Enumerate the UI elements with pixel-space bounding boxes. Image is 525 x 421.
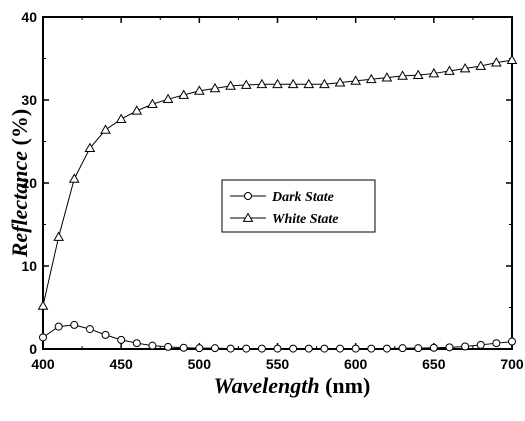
white-state-point <box>365 73 377 84</box>
x-tick-label: 700 <box>500 356 524 372</box>
dark-state-point <box>132 339 141 348</box>
y-tick-label: 20 <box>21 175 37 191</box>
dark-state-point <box>117 335 126 344</box>
white-state-point <box>68 173 80 183</box>
y-axis-title-main: Reflectance <box>7 151 32 259</box>
dark-state-point <box>273 344 282 353</box>
white-state-point <box>37 300 49 310</box>
dark-state-point <box>242 344 251 353</box>
white-state-point <box>506 54 518 65</box>
white-state-point <box>412 69 424 79</box>
white-state-point <box>287 78 299 89</box>
dark-state-point <box>179 343 188 352</box>
dark-state-point <box>304 344 313 353</box>
dark-state-point <box>101 330 110 339</box>
dark-state-series <box>39 320 516 353</box>
dark-state-point <box>367 344 376 353</box>
x-tick-label: 550 <box>266 356 290 372</box>
y-tick-label: 30 <box>21 92 37 108</box>
white-state-point <box>350 75 362 85</box>
x-axis-title-main: Wavelength <box>214 373 320 398</box>
dark-state-point <box>508 337 516 346</box>
white-state-point <box>475 60 487 70</box>
x-tick-label: 650 <box>422 356 446 372</box>
white-state-point <box>428 67 440 78</box>
dark-state-point <box>85 325 94 334</box>
dark-state-point <box>148 341 157 350</box>
dark-state-point <box>164 342 173 351</box>
white-state-point <box>193 85 205 95</box>
x-tick-label: 450 <box>109 356 133 372</box>
y-axis-title-unit: (%) <box>7 109 32 151</box>
white-state-point <box>256 78 268 89</box>
white-state-point <box>115 113 127 123</box>
x-axis-title: Wavelength (nm) <box>214 373 371 398</box>
white-state-point <box>131 105 143 115</box>
dark-state-point <box>414 344 423 353</box>
x-tick-label: 600 <box>344 356 368 372</box>
dark-state-point <box>210 344 219 353</box>
white-state-point <box>272 78 283 89</box>
dark-state-point <box>492 339 501 348</box>
dark-state-point <box>320 344 329 353</box>
white-state-point <box>459 62 471 73</box>
white-state-point <box>209 82 221 93</box>
legend-marker-white-state <box>242 212 254 222</box>
dark-state-point <box>429 343 438 352</box>
white-state-point <box>225 80 236 90</box>
dark-state-point <box>289 344 298 353</box>
white-state-point <box>100 124 111 134</box>
white-state-point <box>84 142 96 153</box>
dark-state-point <box>445 343 454 352</box>
white-state-point <box>178 89 190 99</box>
dark-state-point <box>257 344 266 353</box>
series-group <box>37 54 518 353</box>
x-tick-label: 500 <box>188 356 212 372</box>
legend-marker-dark-state <box>244 192 252 200</box>
dark-state-point <box>398 344 407 353</box>
dark-state-point <box>336 344 345 353</box>
x-tick-label: 400 <box>31 356 55 372</box>
legend: Dark State White State <box>221 179 376 233</box>
white-state-point <box>303 78 315 89</box>
white-state-point <box>381 72 393 82</box>
white-state-point <box>397 70 408 80</box>
legend-box <box>221 179 376 233</box>
dark-state-point <box>54 322 63 331</box>
white-state-point <box>491 57 502 67</box>
dark-state-point <box>70 320 79 329</box>
dark-state-point <box>351 344 360 353</box>
dark-state-point <box>39 333 47 342</box>
y-tick-label: 0 <box>29 341 37 357</box>
legend-label-white-state: White State <box>272 212 339 227</box>
dark-state-point <box>382 344 391 353</box>
white-state-point <box>319 78 330 89</box>
white-state-point <box>162 93 174 104</box>
y-tick-label: 40 <box>21 9 37 25</box>
y-tick-label: 10 <box>21 258 37 274</box>
y-axis-title: Reflectance (%) <box>7 109 32 258</box>
dark-state-point <box>195 344 204 353</box>
white-state-point <box>53 231 64 241</box>
white-state-point <box>444 65 455 75</box>
white-state-point <box>334 77 346 87</box>
x-axis-title-unit: (nm) <box>320 373 371 398</box>
white-state-series <box>37 54 518 310</box>
white-state-point <box>240 79 252 89</box>
dark-state-point <box>226 344 235 353</box>
dark-state-point <box>461 342 470 351</box>
white-state-point <box>147 98 158 109</box>
dark-state-point <box>476 340 485 349</box>
legend-label-dark-state: Dark State <box>271 190 334 205</box>
